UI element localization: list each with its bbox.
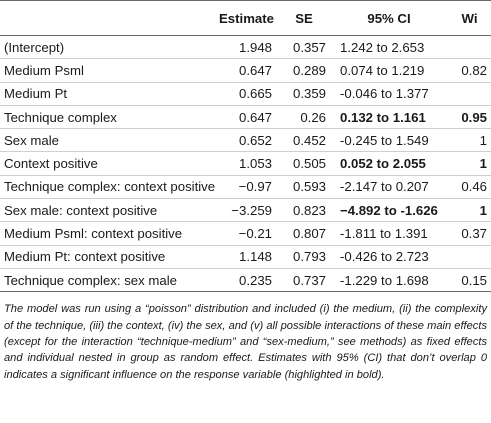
cell-estimate: 1.053	[238, 156, 272, 172]
cell-estimate: −0.21	[238, 226, 272, 242]
cell-term: Sex male	[4, 132, 59, 148]
cell-wi: 0.15	[461, 272, 487, 288]
cell-ci: -0.426 to 2.723	[340, 249, 429, 265]
table-row: Technique complex 0.647 0.26 0.132 to 1.161…	[0, 105, 491, 129]
cell-se: 0.359	[292, 86, 326, 102]
cell-ci: 0.074 to 1.219	[340, 62, 425, 78]
cell-ci: -0.245 to 1.549	[340, 132, 429, 148]
cell-ci: −4.892 to -1.626	[340, 202, 438, 218]
cell-se: 0.505	[292, 156, 326, 172]
cell-wi	[448, 82, 491, 105]
header-estimate: Estimate	[219, 10, 274, 26]
cell-ci: -1.229 to 1.698	[340, 272, 429, 288]
cell-term: Technique complex	[4, 109, 117, 125]
cell-estimate: 0.235	[238, 272, 272, 288]
table-row: Sex male 0.652 0.452 -0.245 to 1.549 1	[0, 129, 491, 152]
cell-ci: -1.811 to 1.391	[340, 226, 428, 242]
cell-term: Medium Psml	[4, 62, 84, 78]
table-body: (Intercept) 1.948 0.357 1.242 to 2.653 Mediu…	[0, 36, 491, 292]
cell-se: 0.289	[292, 62, 326, 78]
cell-term: Technique complex: sex male	[4, 272, 177, 288]
table-row: Medium Psml: context positive −0.21 0.807-…	[0, 222, 491, 246]
cell-se: 0.823	[292, 202, 326, 218]
results-table: Estimate SE 95% CI Wi (Intercept) 1.948 0.…	[0, 0, 491, 292]
cell-ci: 0.052 to 2.055	[340, 156, 426, 172]
header-ci: 95% CI	[367, 10, 411, 26]
cell-wi: 0.37	[461, 226, 487, 242]
cell-term: Sex male: context positive	[4, 202, 158, 218]
header-wi: Wi	[461, 10, 478, 26]
cell-wi: 1	[479, 156, 487, 172]
table-row: Medium Pt 0.665 0.359 -0.046 to 1.377	[0, 82, 491, 106]
cell-ci: 0.132 to 1.161	[340, 109, 426, 125]
table-row: Context positive 1.053 0.505 0.052 to 2.055…	[0, 152, 491, 176]
cell-estimate: −0.97	[238, 179, 272, 195]
results-table-container: Estimate SE 95% CI Wi (Intercept) 1.948 0.…	[0, 0, 491, 381]
cell-wi: 0.46	[461, 179, 487, 195]
cell-wi: 1	[479, 132, 487, 148]
cell-estimate: 1.948	[238, 39, 272, 55]
cell-se: 0.793	[292, 249, 326, 265]
cell-se: 0.807	[292, 226, 326, 242]
cell-term: Technique complex: context positive	[4, 179, 216, 195]
cell-wi: 1	[479, 202, 487, 218]
cell-term: Medium Psml: context positive	[4, 226, 183, 242]
table-header-row: Estimate SE 95% CI Wi	[0, 0, 491, 36]
cell-se: 0.737	[292, 272, 326, 288]
cell-term: (Intercept)	[4, 39, 65, 55]
cell-se: 0.593	[292, 179, 326, 195]
cell-wi: 0.82	[461, 62, 487, 78]
cell-ci: 1.242 to 2.653	[340, 39, 425, 55]
table-row: Medium Psml 0.647 0.289 0.074 to 1.219 0.82	[0, 59, 491, 83]
cell-wi	[448, 245, 491, 268]
table-footnote: The model was run using a “poisson” dist…	[4, 303, 487, 381]
cell-estimate: 0.665	[238, 86, 272, 102]
cell-se: 0.452	[292, 132, 326, 148]
table-row: (Intercept) 1.948 0.357 1.242 to 2.653	[0, 36, 491, 59]
cell-estimate: 1.148	[238, 249, 272, 265]
cell-estimate: 0.647	[238, 62, 272, 78]
cell-ci: -2.147 to 0.207	[340, 179, 429, 195]
header-se: SE	[295, 10, 313, 26]
table-row: Technique complex: sex male 0.235 0.737 -1.…	[0, 268, 491, 292]
cell-ci: -0.046 to 1.377	[340, 86, 429, 102]
cell-estimate: −3.259	[231, 202, 272, 218]
cell-wi: 0.95	[461, 109, 487, 125]
cell-estimate: 0.647	[238, 109, 272, 125]
cell-se: 0.26	[300, 109, 326, 125]
table-row: Sex male: context positive −3.259 0.823 −4.…	[0, 199, 491, 222]
cell-wi	[448, 36, 491, 59]
cell-term: Medium Pt	[4, 86, 68, 102]
cell-se: 0.357	[292, 39, 326, 55]
cell-term: Medium Pt: context positive	[4, 249, 166, 265]
cell-estimate: 0.652	[238, 132, 272, 148]
table-row: Medium Pt: context positive 1.148 0.793 -0.…	[0, 245, 491, 269]
header-term	[0, 1, 200, 36]
table-row: Technique complex: context positive −0.97…	[0, 175, 491, 199]
cell-term: Context positive	[4, 156, 98, 172]
